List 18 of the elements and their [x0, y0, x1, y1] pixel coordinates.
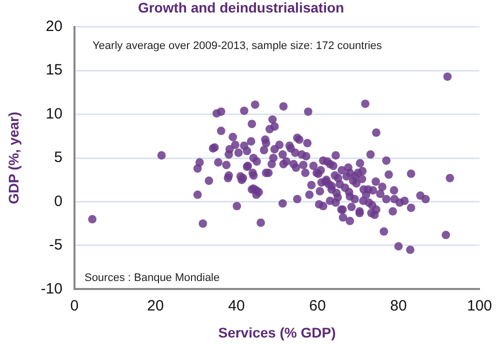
y-tick-label: -5 [49, 236, 62, 254]
x-tick-label: 20 [147, 297, 164, 314]
y-tick-label: 15 [46, 62, 62, 79]
x-tick-label: 80 [390, 297, 407, 314]
x-tick-label: 100 [466, 297, 492, 314]
x-axis-title: Services (% GDP) [218, 324, 336, 340]
y-tick-label: -10 [40, 280, 62, 298]
x-tick-label: 60 [309, 297, 326, 314]
y-tick-label: 5 [54, 149, 62, 166]
x-tick-label: 40 [228, 297, 245, 314]
x-tick-label: 0 [70, 297, 79, 314]
annotation: Sources : Banque Mondiale [84, 272, 220, 284]
annotation: Yearly average over 2009-2013, sample size: 172 countries [92, 40, 382, 52]
chart-title: Growth and deindustrialisation [138, 0, 344, 16]
y-tick-label: 20 [46, 18, 62, 35]
y-axis-title: GDP (%, year) [5, 112, 22, 204]
y-tick-label: 10 [46, 105, 62, 122]
y-tick-label: 0 [54, 192, 62, 210]
